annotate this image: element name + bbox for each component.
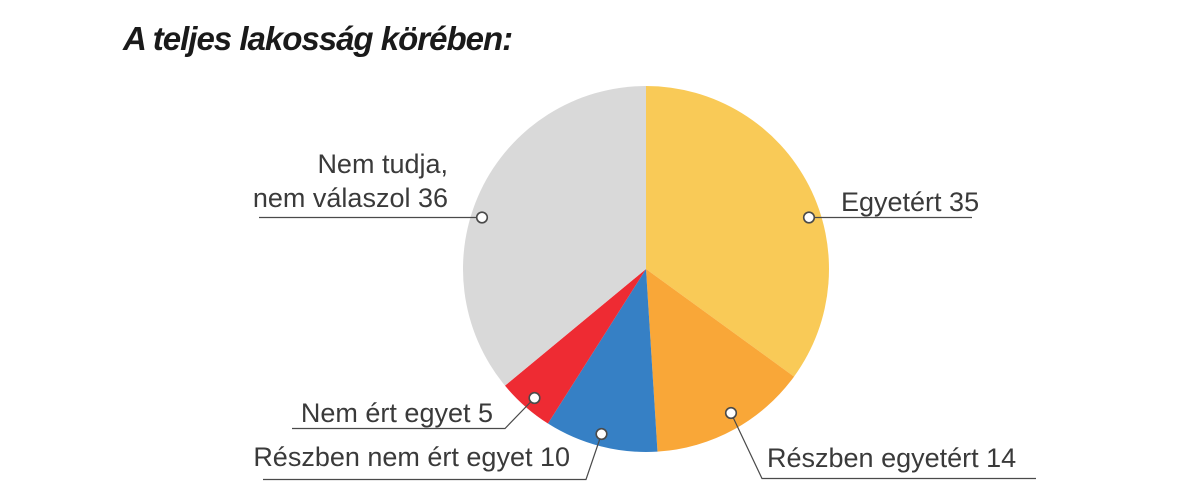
label-nem-tudja-line2: nem válaszol 36 xyxy=(253,183,448,213)
leader-lines xyxy=(259,216,1036,481)
pie-slices xyxy=(462,86,829,452)
leader-marker-2 xyxy=(595,427,608,441)
leader-marker-4 xyxy=(475,211,489,224)
leader-marker-0 xyxy=(802,211,816,224)
chart-title: A teljes lakosság körében: xyxy=(123,20,513,57)
pie-slice-4 xyxy=(462,86,646,386)
leader-marker-3 xyxy=(528,391,541,405)
pie-slice-3 xyxy=(504,269,646,424)
leader-marker-1 xyxy=(724,406,738,420)
leader-line-2 xyxy=(263,433,603,481)
label-nem-tudja-line1: Nem tudja, xyxy=(317,149,448,179)
pie-slice-1 xyxy=(646,269,795,452)
leader-line-1 xyxy=(730,412,1036,480)
label-reszben-nem-ert-egyet: Részben nem ért egyet 10 xyxy=(253,442,570,472)
label-nem-ert-egyet: Nem ért egyet 5 xyxy=(301,398,493,428)
leader-line-3 xyxy=(292,397,535,430)
leader-markers xyxy=(475,211,816,441)
pie-slice-0 xyxy=(646,86,829,377)
pie-slice-2 xyxy=(547,269,658,452)
label-reszben-egyetert: Részben egyetért 14 xyxy=(767,443,1016,473)
label-egyetert: Egyetért 35 xyxy=(841,187,979,217)
